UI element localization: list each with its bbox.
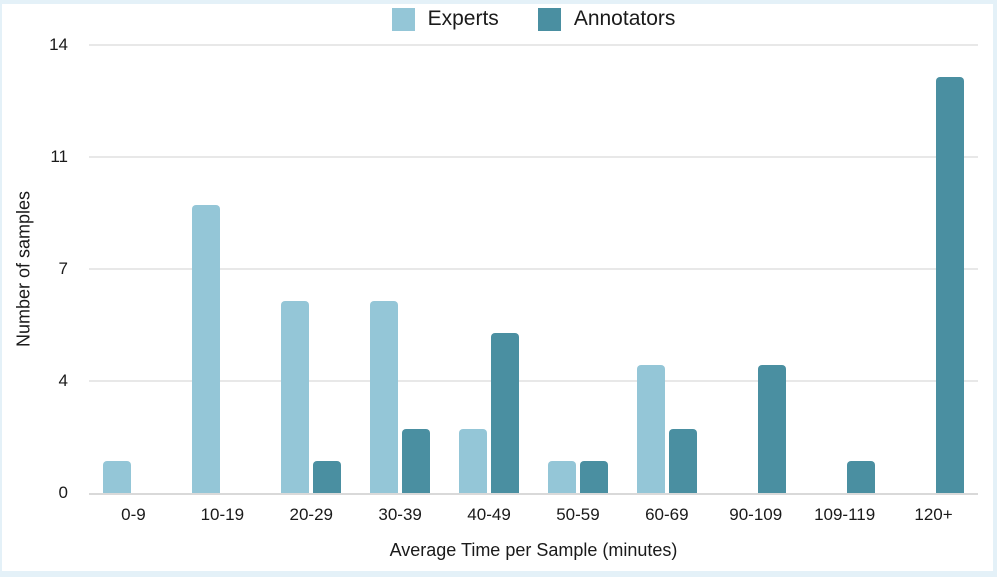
bar-slot: [579, 461, 608, 493]
y-tick-label: 11: [50, 147, 68, 166]
x-tick-label: 120+: [914, 505, 953, 524]
bar-slot: [370, 301, 399, 493]
bar-group-120+: [889, 45, 978, 493]
y-tick-label: 4: [58, 371, 68, 390]
bar-slot: [192, 205, 221, 493]
x-axis-line: [89, 493, 978, 495]
bar-slot: [846, 461, 875, 493]
legend-label-annotators: Annotators: [573, 7, 676, 30]
bar-experts-50-59: [547, 461, 576, 493]
gridline: [89, 380, 978, 382]
bar-group-90-109: [711, 45, 800, 493]
bar-slot: [547, 461, 576, 493]
bar-experts-0-9: [103, 461, 132, 493]
bar-annotators-90-109: [757, 365, 786, 493]
x-axis-tick-labels: 0-9 10-19 20-29 30-39 40-49 50-59 60-69 90-109 1…: [89, 504, 978, 526]
bar-annotators-30-39: [402, 429, 431, 493]
x-tick-label: 40-49: [467, 505, 511, 524]
bar-slot: [402, 429, 431, 493]
bar-slot: [668, 429, 697, 493]
bar-annotators-109-119: [846, 461, 875, 493]
plot-area: 0 4 7 11 14: [49, 35, 978, 502]
bar-annotators-40-49: [491, 333, 520, 493]
x-tick-label: 10-19: [200, 505, 245, 524]
x-tick-label: 0-9: [121, 505, 146, 524]
x-tick-label: 60-69: [645, 505, 689, 524]
legend-swatch-experts: [391, 7, 415, 31]
bar-experts-10-19: [192, 205, 221, 493]
x-axis-title: Average Time per Sample (minutes): [389, 540, 678, 560]
x-tick-label: 90-109: [729, 505, 783, 524]
bar-slot: [313, 461, 342, 493]
bar-group-60-69: [622, 45, 711, 493]
bar-slot: [636, 365, 665, 493]
bar-group-10-19: [178, 45, 267, 493]
bar-annotators-120+: [935, 77, 964, 493]
bar-annotators-50-59: [579, 461, 608, 493]
bar-slot: [935, 77, 964, 493]
legend-label-experts: Experts: [427, 7, 499, 30]
y-tick-label: 0: [58, 483, 68, 502]
bar-annotators-60-69: [668, 429, 697, 493]
bar-experts-20-29: [281, 301, 310, 493]
x-tick-label: 109-119: [814, 505, 876, 524]
bar-group-20-29: [267, 45, 356, 493]
legend: Experts Annotators: [89, 4, 978, 34]
bar-group-109-119: [800, 45, 889, 493]
bar-experts-40-49: [459, 429, 488, 493]
bar-slot: [491, 333, 520, 493]
bar-group-30-39: [356, 45, 445, 493]
bar-group-0-9: [89, 45, 178, 493]
y-tick-label: 14: [49, 35, 68, 54]
y-tick-label: 7: [58, 259, 68, 278]
x-tick-label: 30-39: [378, 505, 422, 524]
gridline: [89, 156, 978, 158]
bar-group-40-49: [445, 45, 534, 493]
bar-slot: [103, 461, 132, 493]
gridline: [89, 268, 978, 270]
legend-swatch-annotators: [537, 7, 561, 31]
x-tick-label: 50-59: [556, 505, 600, 524]
gridline: [89, 44, 978, 46]
bar-slot: [757, 365, 786, 493]
bar-annotators-20-29: [313, 461, 342, 493]
bar-group-50-59: [534, 45, 623, 493]
bar-experts-30-39: [370, 301, 399, 493]
bar-experts-60-69: [636, 365, 665, 493]
x-tick-label: 20-29: [289, 505, 333, 524]
bar-slot: [459, 429, 488, 493]
bar-slot: [281, 301, 310, 493]
